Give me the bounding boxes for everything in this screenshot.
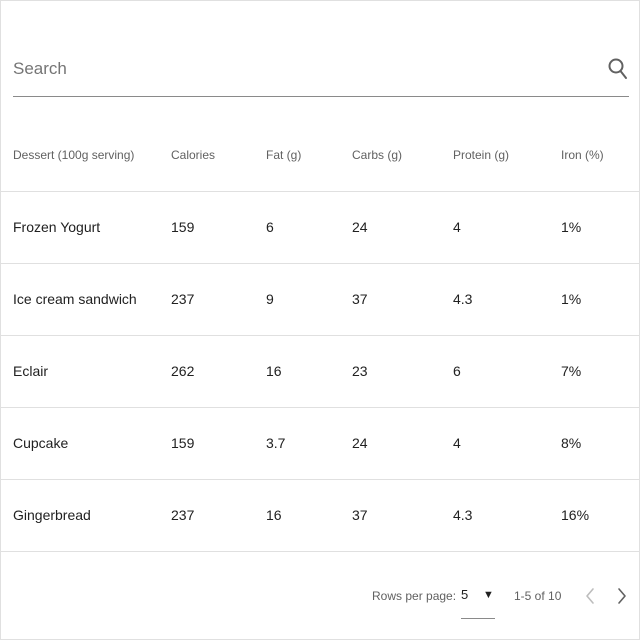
cell-calories: 159 (159, 191, 254, 264)
rows-per-page-select[interactable]: 5 ▼ (461, 585, 495, 619)
chevron-right-icon[interactable] (611, 585, 631, 607)
cell-iron: 8% (549, 407, 639, 480)
page-range-text: 1-5 of 10 (514, 589, 562, 603)
cell-iron: 16% (549, 479, 639, 552)
cell-protein: 4 (441, 191, 549, 264)
cell-calories: 237 (159, 479, 254, 552)
cell-carbs: 23 (340, 335, 441, 408)
column-header-fat[interactable]: Fat (g) (254, 120, 340, 192)
rows-per-page-label: Rows per page: (372, 589, 457, 603)
column-header-protein[interactable]: Protein (g) (441, 120, 549, 192)
cell-fat: 16 (254, 335, 340, 408)
column-header-iron[interactable]: Iron (%) (549, 120, 639, 192)
cell-carbs: 24 (340, 407, 441, 480)
caret-down-icon: ▼ (483, 589, 494, 601)
cell-calories: 262 (159, 335, 254, 408)
cell-dessert: Frozen Yogurt (1, 191, 159, 264)
cell-dessert: Ice cream sandwich (1, 263, 159, 336)
cell-calories: 237 (159, 263, 254, 336)
search-field (13, 41, 629, 97)
cell-protein: 4.3 (441, 479, 549, 552)
column-header-dessert[interactable]: Dessert (100g serving) (1, 120, 159, 192)
cell-carbs: 37 (340, 479, 441, 552)
cell-dessert: Gingerbread (1, 479, 159, 552)
chevron-left-icon[interactable] (581, 585, 601, 607)
column-header-carbs[interactable]: Carbs (g) (340, 120, 441, 192)
cell-fat: 9 (254, 263, 340, 336)
cell-dessert: Cupcake (1, 407, 159, 480)
table-row[interactable]: Eclair 262 16 23 6 7% (1, 335, 639, 408)
cell-protein: 4 (441, 407, 549, 480)
search-icon[interactable] (607, 57, 629, 81)
search-input[interactable] (13, 49, 593, 89)
table-row[interactable]: Ice cream sandwich 237 9 37 4.3 1% (1, 263, 639, 336)
cell-iron: 1% (549, 263, 639, 336)
cell-carbs: 37 (340, 263, 441, 336)
cell-calories: 159 (159, 407, 254, 480)
cell-iron: 7% (549, 335, 639, 408)
rows-per-page-value: 5 (461, 587, 469, 602)
desserts-table: Dessert (100g serving) Calories Fat (g) … (1, 120, 639, 552)
cell-protein: 4.3 (441, 263, 549, 336)
cell-dessert: Eclair (1, 335, 159, 408)
cell-protein: 6 (441, 335, 549, 408)
cell-fat: 16 (254, 479, 340, 552)
cell-fat: 6 (254, 191, 340, 264)
cell-iron: 1% (549, 191, 639, 264)
column-header-calories[interactable]: Calories (159, 120, 254, 192)
cell-carbs: 24 (340, 191, 441, 264)
table-row[interactable]: Frozen Yogurt 159 6 24 4 1% (1, 191, 639, 264)
table-row[interactable]: Cupcake 159 3.7 24 4 8% (1, 407, 639, 480)
table-header-row: Dessert (100g serving) Calories Fat (g) … (1, 120, 639, 192)
table-row[interactable]: Gingerbread 237 16 37 4.3 16% (1, 479, 639, 552)
cell-fat: 3.7 (254, 407, 340, 480)
pagination-bar: Rows per page: 5 ▼ 1-5 of 10 (1, 561, 639, 631)
